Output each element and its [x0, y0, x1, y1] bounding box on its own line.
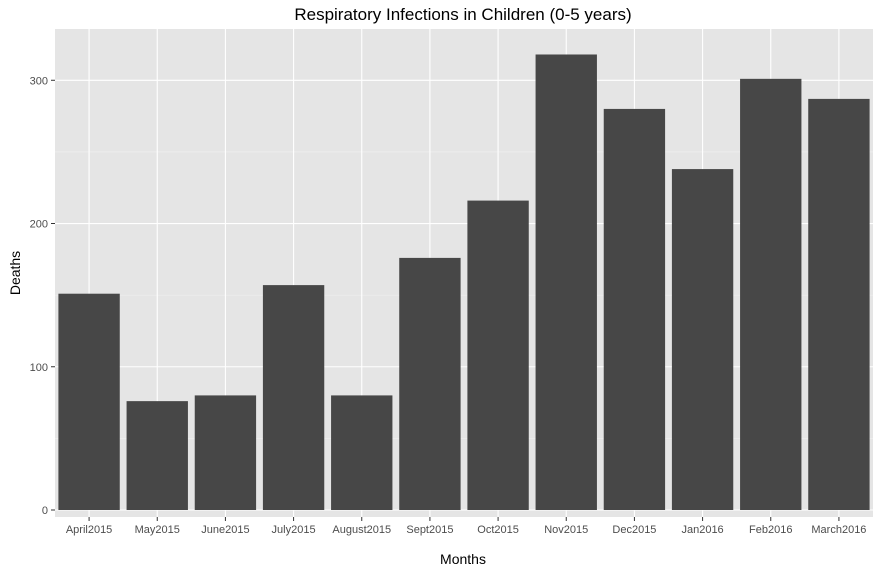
- x-tick-label: March2016: [811, 524, 866, 536]
- x-tick-label: Sept2015: [406, 524, 453, 536]
- bar-March2016: [808, 98, 870, 510]
- bar-July2015: [262, 285, 325, 510]
- bar-Sept2015: [399, 257, 461, 510]
- x-axis-title: Months: [440, 551, 486, 567]
- x-tick-label: July2015: [272, 524, 316, 536]
- x-tick-label: June2015: [201, 524, 249, 536]
- minor-gridlines: [55, 151, 873, 439]
- x-tick-label: Oct2015: [477, 524, 519, 536]
- x-axis-ticks: April2015 May2015 June2015 July2015 August20…: [66, 517, 866, 536]
- y-tick-label: 200: [30, 219, 48, 231]
- y-axis-title: Deaths: [7, 251, 23, 295]
- y-tick-label: 300: [30, 75, 48, 87]
- x-tick-label: Feb2016: [749, 524, 792, 536]
- x-tick-label: Dec2015: [612, 524, 656, 536]
- x-tick-label: Jan2016: [681, 524, 723, 536]
- bar-Oct2015: [467, 200, 529, 510]
- bar-Feb2016: [740, 78, 802, 511]
- x-tick-label: August2015: [332, 524, 391, 536]
- bar-May2015: [126, 401, 188, 510]
- x-tick-label: Nov2015: [544, 524, 588, 536]
- bar-Jan2016: [671, 169, 734, 510]
- x-tick-label: April2015: [66, 524, 112, 536]
- bar-April2015: [58, 293, 120, 510]
- plot-panel: [55, 29, 873, 517]
- y-tick-label: 0: [42, 505, 48, 517]
- bar-June2015: [194, 395, 257, 510]
- bar-August2015: [331, 395, 393, 510]
- x-tick-label: May2015: [135, 524, 180, 536]
- bars: [58, 54, 870, 511]
- bar-Dec2015: [603, 108, 666, 511]
- bar-Nov2015: [535, 54, 597, 511]
- y-axis-ticks: 0 100 200 300: [30, 75, 55, 517]
- chart-title: Respiratory Infections in Children (0-5 …: [294, 5, 631, 24]
- y-tick-label: 100: [30, 362, 48, 374]
